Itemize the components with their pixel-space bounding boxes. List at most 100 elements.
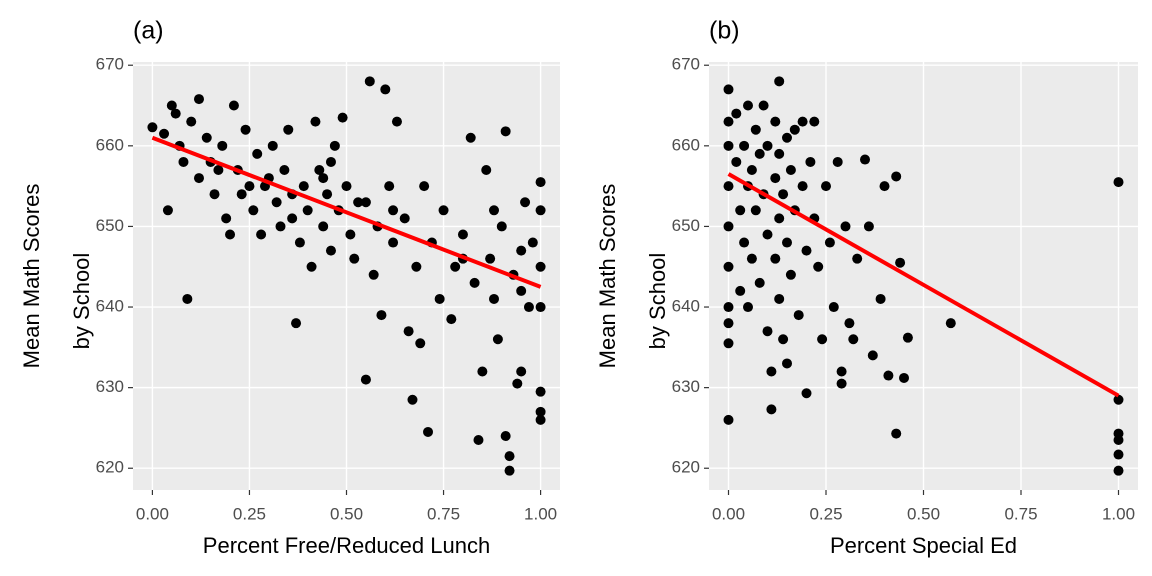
point [492, 334, 503, 345]
point [252, 148, 263, 159]
y-axis-title: by School [69, 253, 94, 350]
point [477, 366, 488, 377]
point [209, 189, 220, 200]
point [739, 237, 750, 248]
point [723, 84, 734, 95]
point [891, 171, 902, 182]
y-tick-label: 620 [96, 458, 124, 477]
point [762, 326, 773, 337]
point [391, 116, 402, 127]
point [318, 173, 329, 184]
point [244, 181, 255, 192]
point [504, 465, 515, 476]
y-tick-label: 650 [672, 216, 700, 235]
point [388, 205, 399, 216]
point [213, 165, 224, 176]
point [723, 140, 734, 151]
point [774, 148, 785, 159]
point [337, 112, 348, 123]
point [821, 181, 831, 192]
point [852, 253, 863, 264]
point [489, 293, 500, 304]
point [848, 334, 859, 345]
point [147, 122, 158, 133]
point [283, 124, 294, 135]
point [758, 100, 769, 111]
point [368, 269, 379, 280]
point [770, 173, 781, 184]
point [945, 318, 956, 329]
point [723, 318, 734, 329]
point [182, 293, 193, 304]
x-tick-label: 1.00 [1102, 504, 1135, 523]
point [322, 189, 333, 200]
point [360, 374, 371, 385]
point [201, 132, 212, 143]
point [291, 318, 302, 329]
point [750, 205, 761, 216]
y-tick-label: 660 [672, 135, 700, 154]
point [446, 314, 457, 325]
point [275, 221, 286, 232]
point [778, 334, 789, 345]
point [520, 197, 531, 208]
point [434, 293, 445, 304]
point [875, 293, 886, 304]
point [754, 277, 765, 288]
point [723, 181, 734, 192]
point [797, 116, 808, 127]
point [159, 128, 170, 139]
point [341, 181, 352, 192]
point [481, 165, 492, 176]
point [469, 277, 480, 288]
point [349, 253, 360, 264]
point [723, 116, 734, 127]
point [314, 165, 325, 176]
point [384, 181, 395, 192]
point [178, 156, 189, 167]
point [407, 394, 418, 405]
point [376, 310, 387, 321]
point [535, 261, 546, 272]
point [298, 181, 309, 192]
point [789, 124, 800, 135]
y-tick-label: 670 [672, 55, 700, 74]
point [162, 205, 173, 216]
point [766, 404, 777, 415]
point [465, 132, 476, 143]
point [836, 378, 847, 389]
x-tick-label: 0.25 [809, 504, 842, 523]
y-tick-label: 620 [672, 458, 700, 477]
y-tick-label: 660 [96, 135, 124, 154]
point [248, 205, 259, 216]
point [225, 229, 236, 240]
point [236, 189, 247, 200]
x-axis-title: Percent Special Ed [830, 533, 1017, 558]
point [778, 189, 789, 200]
point [523, 302, 534, 313]
point [774, 293, 785, 304]
point [731, 108, 742, 119]
point [766, 366, 777, 377]
y-tick-label: 630 [96, 377, 124, 396]
point [817, 334, 828, 345]
point [863, 221, 874, 232]
point [403, 326, 414, 337]
point [840, 221, 851, 232]
point [785, 165, 796, 176]
x-tick-label: 0.50 [907, 504, 940, 523]
point [279, 165, 290, 176]
point [325, 245, 336, 256]
point [801, 388, 812, 399]
point [516, 366, 527, 377]
point [306, 261, 317, 272]
chart-title: (a) [133, 17, 164, 45]
point [388, 237, 399, 248]
point [423, 426, 434, 437]
y-tick-label: 640 [672, 297, 700, 316]
point [535, 177, 546, 188]
point [516, 245, 527, 256]
y-tick-label: 640 [96, 297, 124, 316]
point [302, 205, 313, 216]
